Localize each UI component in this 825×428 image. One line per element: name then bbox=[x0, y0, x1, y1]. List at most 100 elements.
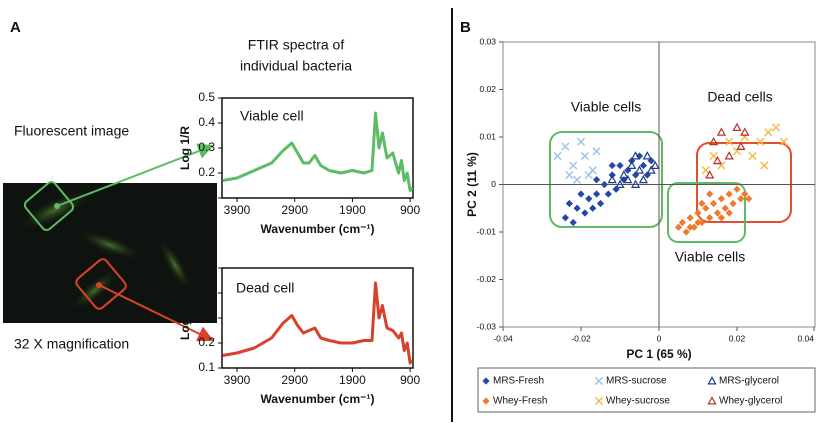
point bbox=[592, 147, 601, 156]
point-stroke bbox=[779, 137, 788, 146]
point bbox=[623, 174, 633, 184]
y-tick-label: 0.3 bbox=[198, 140, 215, 154]
point bbox=[643, 171, 651, 179]
point bbox=[732, 122, 742, 131]
point bbox=[725, 190, 733, 198]
point bbox=[632, 171, 640, 179]
point bbox=[581, 209, 589, 217]
point-stroke bbox=[573, 175, 582, 184]
y-tick-label: 0.1 bbox=[198, 360, 215, 374]
point bbox=[706, 190, 714, 198]
point-stroke bbox=[584, 170, 593, 180]
point bbox=[634, 165, 645, 174]
point bbox=[701, 166, 710, 175]
annotation: Dead cells bbox=[707, 89, 772, 105]
point bbox=[725, 137, 734, 146]
point bbox=[627, 160, 637, 169]
point bbox=[580, 151, 589, 161]
y-tick-label: -0.03 bbox=[477, 321, 497, 331]
point bbox=[737, 195, 745, 203]
point bbox=[616, 161, 624, 170]
legend-label: Whey-sucrose bbox=[606, 396, 670, 407]
point bbox=[584, 170, 593, 180]
point bbox=[740, 127, 750, 136]
point bbox=[745, 195, 753, 203]
point bbox=[561, 142, 570, 151]
point bbox=[686, 214, 694, 222]
point bbox=[573, 175, 582, 184]
y-tick-label: -0.01 bbox=[477, 226, 497, 236]
y-tick-label: 0.5 bbox=[198, 260, 215, 274]
point bbox=[760, 161, 769, 170]
point bbox=[709, 151, 718, 161]
point-stroke bbox=[748, 151, 757, 161]
point-stroke bbox=[764, 128, 773, 137]
point-stroke bbox=[592, 147, 601, 156]
x-axis-label: PC 1 (65 %) bbox=[626, 347, 691, 361]
point bbox=[708, 136, 719, 146]
point bbox=[630, 179, 641, 188]
point bbox=[577, 190, 585, 198]
image-caption: 32 X magnification bbox=[14, 336, 129, 352]
point bbox=[694, 209, 702, 217]
point bbox=[630, 151, 641, 160]
point bbox=[764, 128, 773, 137]
point bbox=[741, 190, 749, 198]
legend-marker bbox=[707, 376, 717, 385]
point bbox=[716, 127, 727, 136]
point bbox=[604, 190, 612, 198]
point bbox=[553, 151, 562, 161]
legend-label: MRS-Fresh bbox=[493, 376, 544, 387]
y-tick-label: 0.4 bbox=[198, 285, 215, 299]
point bbox=[635, 152, 644, 160]
y-tick-label: 0.01 bbox=[479, 131, 496, 141]
panel-label: A bbox=[10, 19, 21, 36]
annotation: Dead cell bbox=[236, 280, 294, 296]
point bbox=[561, 214, 569, 222]
x-tick-label: 1900 bbox=[339, 203, 366, 217]
x-tick-label: 0.04 bbox=[797, 333, 814, 343]
panel-label: B bbox=[460, 19, 471, 36]
point bbox=[694, 218, 702, 227]
y-tick-label: -0.02 bbox=[477, 274, 497, 284]
point bbox=[779, 137, 788, 146]
point bbox=[608, 161, 616, 170]
point bbox=[736, 141, 746, 150]
y-axis-label: PC 2 (11 %) bbox=[465, 152, 479, 217]
x-tick-label: 900 bbox=[400, 203, 420, 217]
legend-label: Whey-Fresh bbox=[493, 396, 547, 407]
point-stroke bbox=[565, 170, 574, 180]
image-caption: Fluorescent image bbox=[14, 123, 129, 139]
point-stroke bbox=[580, 151, 589, 161]
point bbox=[724, 151, 734, 160]
heading: FTIR spectra of bbox=[248, 37, 345, 53]
legend-label: Whey-glycerol bbox=[719, 396, 782, 407]
point-stroke bbox=[569, 161, 578, 170]
point-stroke bbox=[725, 137, 734, 146]
arrow bbox=[98, 284, 214, 342]
x-tick-label: 2900 bbox=[281, 373, 308, 387]
point-stroke bbox=[717, 161, 726, 170]
y-tick-label: 0.5 bbox=[198, 90, 215, 104]
point bbox=[573, 204, 581, 212]
heading: individual bacteria bbox=[240, 58, 352, 74]
legend-marker bbox=[482, 397, 490, 405]
point bbox=[593, 176, 601, 184]
x-axis-label: Wavenumber (cm⁻¹) bbox=[261, 222, 375, 236]
x-tick-label: 0 bbox=[657, 333, 662, 343]
point bbox=[650, 160, 660, 169]
point-stroke bbox=[760, 161, 769, 170]
x-tick-label: -0.04 bbox=[493, 333, 513, 343]
point bbox=[600, 180, 608, 189]
point bbox=[615, 179, 625, 188]
point bbox=[733, 185, 741, 193]
point bbox=[756, 137, 765, 146]
point-stroke bbox=[771, 123, 781, 132]
point bbox=[710, 199, 718, 208]
point bbox=[596, 199, 605, 208]
point bbox=[729, 199, 737, 208]
point bbox=[646, 165, 656, 174]
point bbox=[686, 223, 694, 231]
point bbox=[576, 137, 586, 146]
